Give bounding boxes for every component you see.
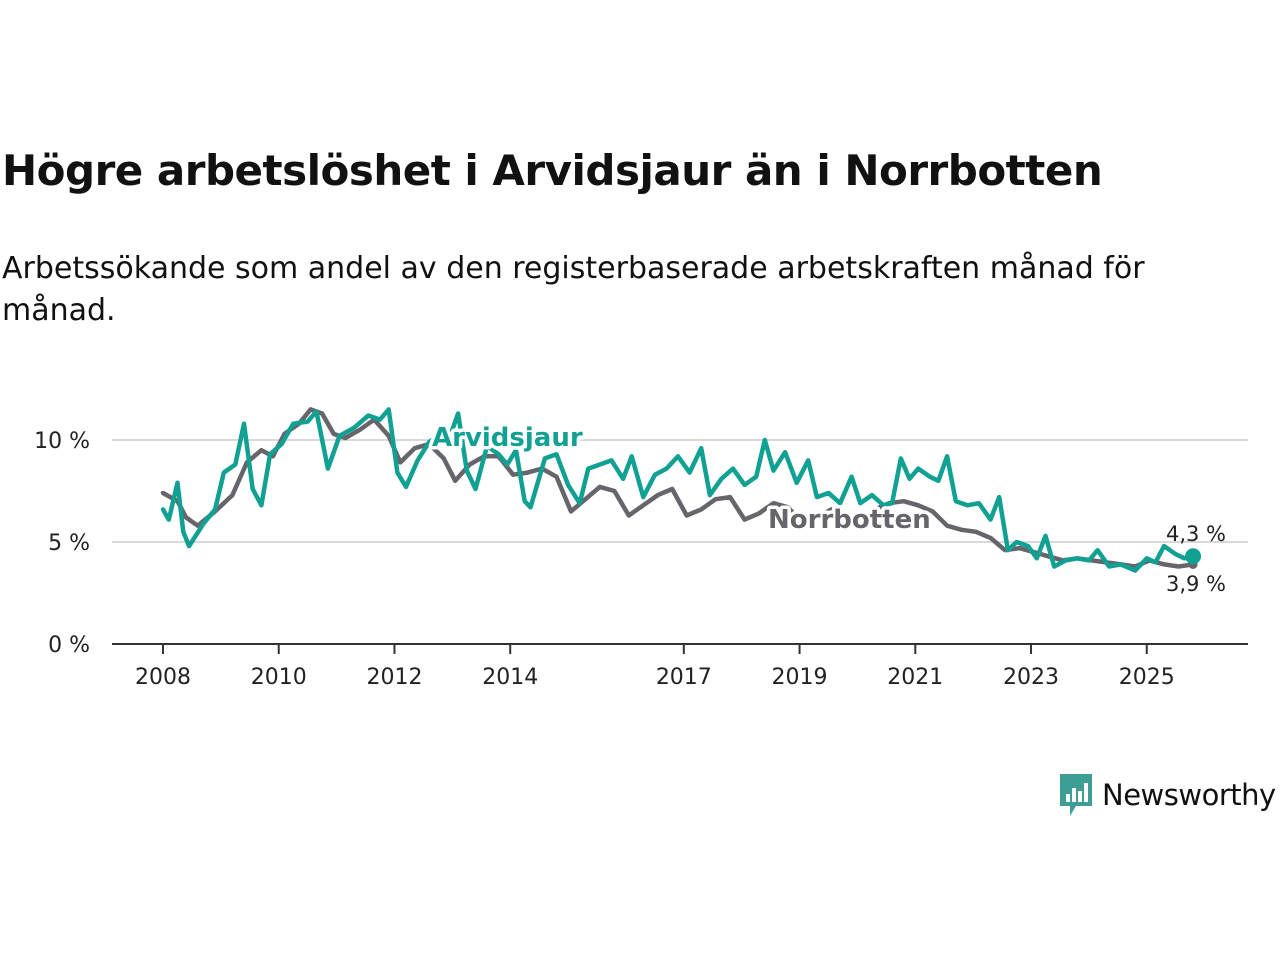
y-tick-label: 10 % xyxy=(34,429,90,454)
x-tick-label: 2014 xyxy=(482,665,538,690)
line-chart: 0 %5 %10 % 2008 2010 2012 2014 2017 2019 2021 2… xyxy=(34,407,1248,690)
y-tick-label: 5 % xyxy=(48,531,90,556)
newsworthy-logo: Newsworthy xyxy=(1058,772,1276,818)
series-label-norrbotten: Norrbotten xyxy=(768,505,931,535)
end-marker-arvidsjaur xyxy=(1185,548,1202,565)
brand-name: Newsworthy xyxy=(1102,778,1276,812)
series-lines xyxy=(160,407,1196,573)
end-label-arvidsjaur: 4,3 % xyxy=(1166,522,1226,546)
end-markers: 4,3 % 3,9 % xyxy=(1166,522,1226,596)
y-tick-label: 0 % xyxy=(48,633,90,658)
series-line-arvidsjaur xyxy=(160,407,1196,573)
y-axis-tick-labels: 0 % 5 % 10 % xyxy=(34,429,90,658)
series-label-arvidsjaur-halo: Arvidsjaur xyxy=(432,423,583,453)
x-tick-label: 2021 xyxy=(887,665,943,690)
x-tick-label: 2012 xyxy=(366,665,422,690)
x-tick-label: 2008 xyxy=(135,665,191,690)
x-tick-label: 2010 xyxy=(251,665,307,690)
series-line-norrbotten xyxy=(160,407,1196,569)
x-tick-label: 2025 xyxy=(1119,665,1175,690)
x-tick-label: 2019 xyxy=(772,665,828,690)
x-tick-label: 2017 xyxy=(656,665,712,690)
chart-subtitle: Arbetssökande som andel av den registerb… xyxy=(2,251,1145,328)
gridlines xyxy=(112,439,1248,543)
series-label-arvidsjaur: Arvidsjaur xyxy=(432,423,583,453)
end-label-norrbotten: 3,9 % xyxy=(1166,572,1226,596)
x-tick-label: 2023 xyxy=(1003,665,1059,690)
series-label-norrbotten-halo: Norrbotten xyxy=(768,505,931,535)
newsworthy-logo-icon xyxy=(1060,774,1092,816)
chart-title: Högre arbetslöshet i Arvidsjaur än i Nor… xyxy=(2,146,1103,195)
x-axis-ticks: 2008 2010 2012 2014 2017 2019 2021 2023 2025 xyxy=(135,644,1175,690)
